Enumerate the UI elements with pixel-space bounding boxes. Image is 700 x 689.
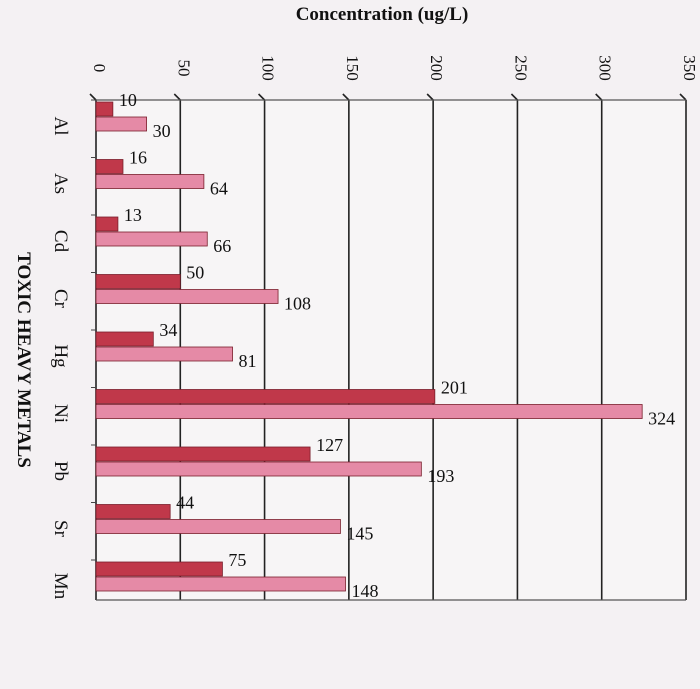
bar bbox=[95, 216, 119, 232]
bar bbox=[95, 289, 279, 304]
gridline-top-bevel bbox=[258, 93, 266, 101]
data-label: 64 bbox=[210, 179, 228, 199]
bar bbox=[95, 461, 422, 477]
gridline-top-bevel bbox=[595, 93, 603, 101]
bar bbox=[95, 231, 208, 247]
category-label: Al bbox=[50, 117, 71, 136]
data-label: 34 bbox=[159, 320, 177, 340]
gridline-top-bevel bbox=[173, 93, 181, 101]
bar-group bbox=[95, 101, 643, 592]
bar bbox=[95, 174, 205, 189]
tick-label: 0 bbox=[90, 64, 109, 73]
data-label: 201 bbox=[441, 378, 468, 398]
bar bbox=[95, 446, 311, 462]
data-label: 50 bbox=[186, 263, 204, 283]
data-label: 193 bbox=[427, 466, 454, 486]
chart-title: Concentration (ug/L) bbox=[296, 4, 469, 25]
category-label: Mn bbox=[50, 573, 71, 600]
bar bbox=[95, 331, 154, 347]
category-label: As bbox=[50, 173, 71, 194]
gridline-top-bevel bbox=[679, 93, 687, 101]
bar bbox=[95, 101, 114, 117]
bar bbox=[95, 519, 341, 534]
bar bbox=[95, 389, 436, 404]
data-label: 145 bbox=[346, 524, 373, 544]
data-label: 13 bbox=[124, 205, 142, 225]
data-label: 44 bbox=[176, 493, 194, 513]
data-label: 81 bbox=[239, 351, 257, 371]
axis bbox=[91, 99, 686, 601]
data-label: 324 bbox=[648, 409, 675, 429]
bar bbox=[95, 576, 346, 592]
tick-label: 200 bbox=[427, 55, 446, 81]
tick-label: 250 bbox=[511, 55, 530, 81]
category-label: Hg bbox=[50, 344, 71, 368]
tick-label: 350 bbox=[680, 55, 699, 81]
bar bbox=[95, 159, 124, 174]
data-label: 75 bbox=[228, 550, 246, 570]
gridline-top-bevel bbox=[342, 93, 350, 101]
tick-label: 300 bbox=[596, 55, 615, 81]
category-label: Cd bbox=[50, 230, 71, 253]
data-label: 30 bbox=[153, 121, 171, 141]
data-labels: 10 30 16 64 13 66 50 108 34 81 201 324 127 193 44 145 75… bbox=[119, 90, 675, 601]
bar bbox=[95, 561, 223, 577]
bar bbox=[95, 404, 643, 419]
data-label: 10 bbox=[119, 90, 137, 110]
tick-label: 50 bbox=[174, 60, 193, 77]
gridline-top-bevel bbox=[510, 93, 518, 101]
data-label: 108 bbox=[284, 294, 311, 314]
x-axis-title: TOXIC HEAVY METALS bbox=[13, 252, 34, 468]
data-label: 148 bbox=[351, 581, 378, 601]
data-label: 16 bbox=[129, 148, 147, 168]
category-label: Pb bbox=[50, 461, 71, 481]
bar bbox=[95, 116, 147, 132]
category-label: Sr bbox=[50, 520, 71, 538]
tick-label: 100 bbox=[259, 55, 278, 81]
bar bbox=[95, 504, 171, 519]
bar bbox=[95, 274, 181, 289]
data-label: 66 bbox=[213, 236, 231, 256]
gridline-top-bevel bbox=[89, 93, 97, 101]
tick-labels: 0 50 100 150 200 250 300 350 bbox=[90, 55, 699, 81]
tick-label: 150 bbox=[343, 55, 362, 81]
data-label: 127 bbox=[316, 435, 343, 455]
category-label: Cr bbox=[50, 289, 71, 309]
bar bbox=[95, 346, 233, 362]
category-labels: Al As Cd Cr Hg Ni Pb Sr Mn bbox=[50, 117, 71, 600]
category-label: Ni bbox=[50, 404, 71, 423]
gridline-top-bevel bbox=[426, 93, 434, 101]
